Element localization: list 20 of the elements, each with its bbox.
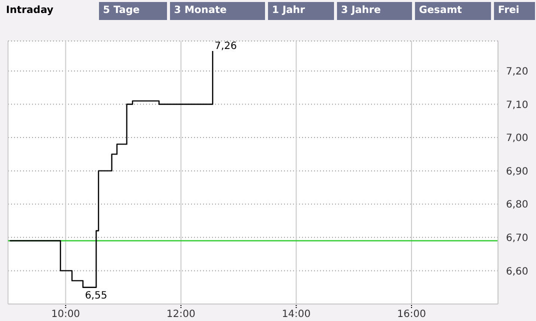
y-tick-label: 7,20: [506, 66, 528, 78]
text: 3 Monate: [170, 2, 265, 20]
text: Gesamt: [415, 2, 491, 20]
y-tick-label: 7,00: [506, 133, 528, 144]
data-label: 6,55: [84, 290, 108, 302]
text: Frei: [494, 2, 535, 20]
y-tick-label: 6,70: [506, 232, 528, 244]
text: 1 Jahr: [268, 2, 334, 20]
y-tick-label: 6,90: [506, 166, 528, 178]
text: 5 Tage: [99, 2, 167, 20]
x-tick-label: 10:00: [51, 309, 80, 320]
x-tick-label: 14:00: [282, 309, 311, 320]
y-tick-label: 6,60: [506, 266, 528, 278]
text: 3 Jahre: [337, 2, 412, 20]
data-label: 7,26: [214, 40, 237, 52]
y-tick-label: 6,80: [506, 200, 528, 211]
y-tick-label: 7,10: [506, 100, 528, 111]
x-tick-label: 16:00: [397, 309, 426, 320]
x-tick-label: 12:00: [166, 309, 196, 320]
text: Intraday: [5, 4, 54, 18]
